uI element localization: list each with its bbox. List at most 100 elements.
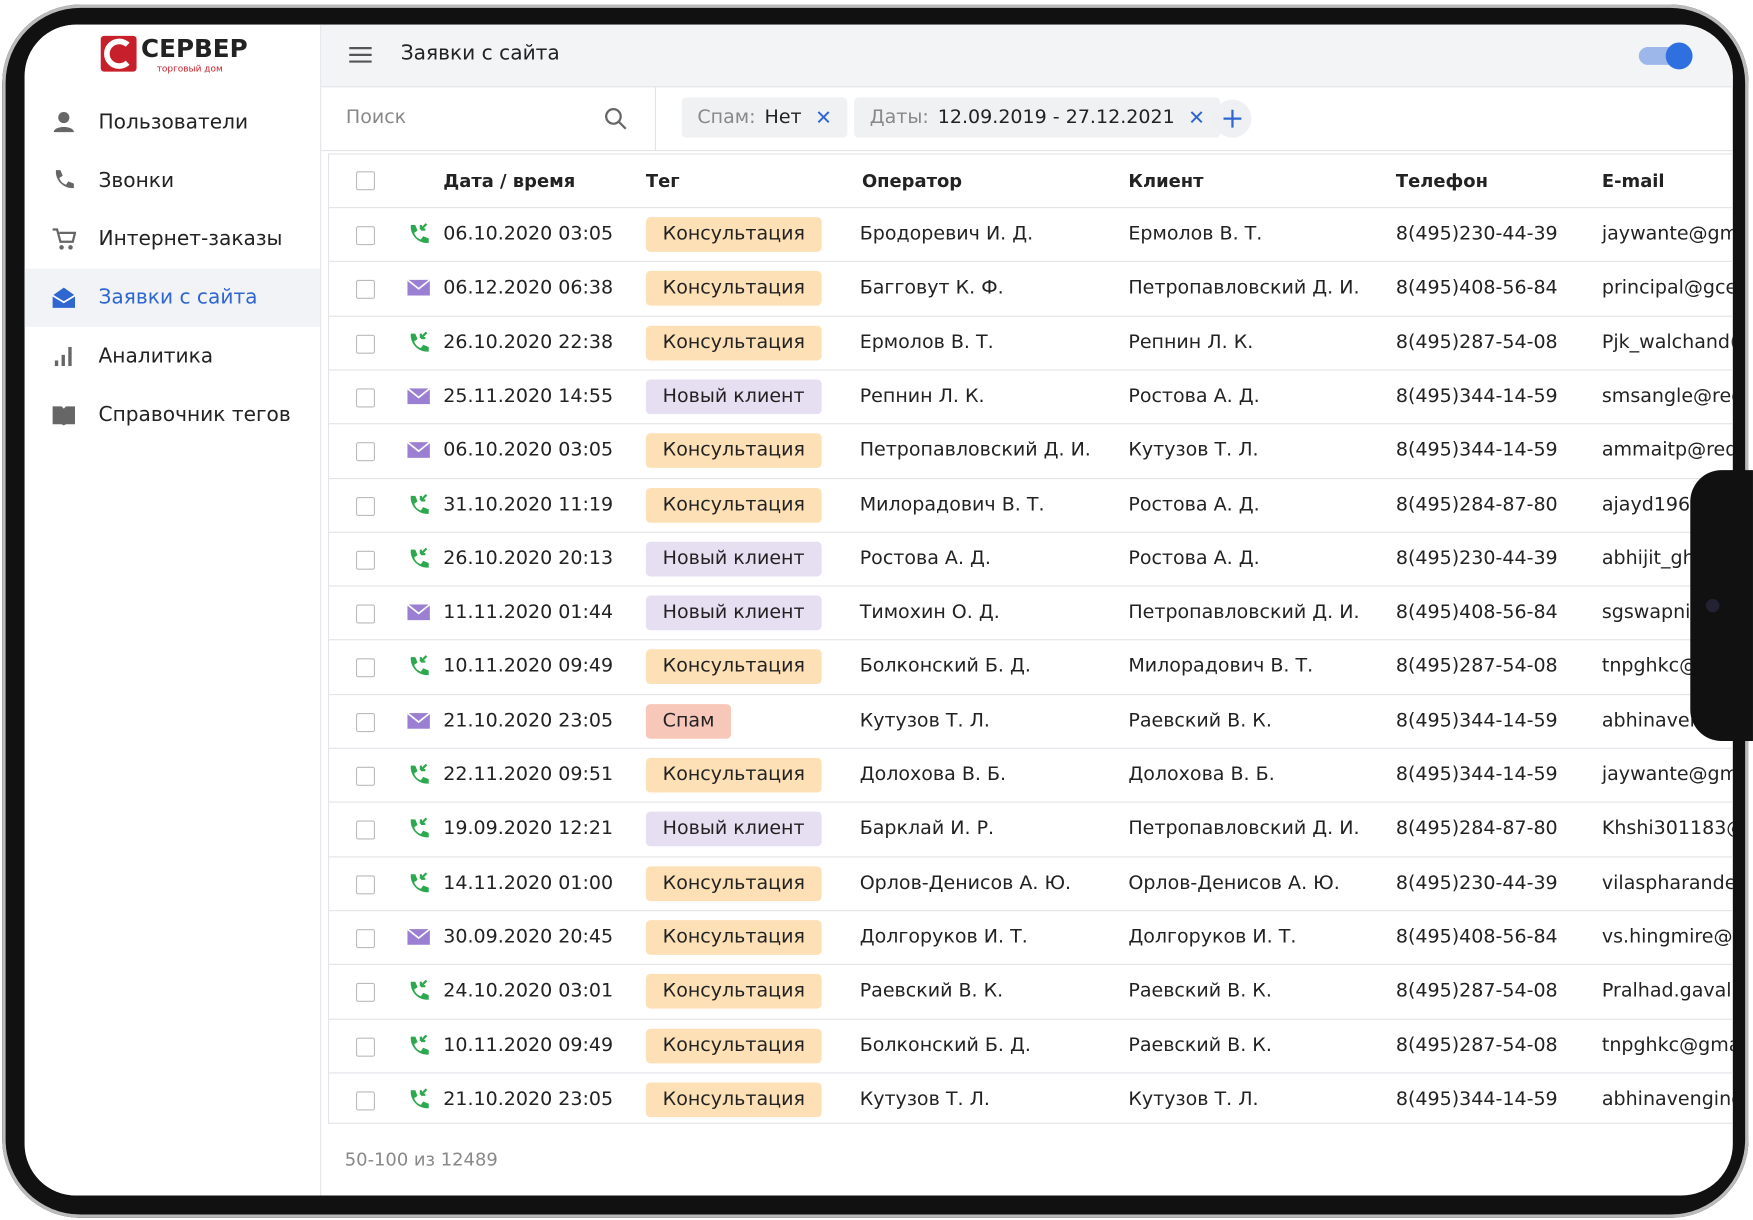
phone: 8(495)408-56-84 xyxy=(1395,925,1558,949)
operator: Бродоревич И. Д. xyxy=(859,222,1034,246)
filter-label: Спам: xyxy=(697,106,756,129)
call-icon xyxy=(410,493,429,514)
operator: Долгоруков И. Т. xyxy=(859,925,1028,949)
client: Раевский В. К. xyxy=(1128,1033,1272,1057)
operator: Кутузов Т. Л. xyxy=(859,1087,990,1111)
operator: Ермолов В. Т. xyxy=(859,330,994,354)
operator: Багговут К. Ф. xyxy=(859,276,1004,300)
nav-label: Аналитика xyxy=(98,344,214,368)
operator: Долохова В. Б. xyxy=(859,763,1007,786)
menu-button[interactable] xyxy=(348,45,373,65)
row-checkbox[interactable] xyxy=(355,874,375,894)
operator: Ростова А. Д. xyxy=(859,547,991,570)
remove-filter[interactable]: ✕ xyxy=(815,105,832,130)
table-row[interactable]: 10.11.2020 09:49 Консультация Болконский Б… xyxy=(329,639,1733,695)
row-checkbox[interactable] xyxy=(355,550,375,570)
table-row[interactable]: 22.11.2020 09:51 Консультация Долохова В. … xyxy=(329,747,1733,803)
date: 10.11.2020 09:49 xyxy=(443,655,614,678)
table-row[interactable]: 11.11.2020 01:44 Новый клиент Тимохин О. Д… xyxy=(329,585,1733,641)
phone: 8(495)408-56-84 xyxy=(1395,601,1558,624)
nav-item[interactable]: Аналитика xyxy=(25,327,321,385)
table-row[interactable]: 25.11.2020 14:55 Новый клиент Репнин Л. К.… xyxy=(329,369,1733,424)
operator: Кутузов Т. Л. xyxy=(859,709,990,732)
table-row[interactable]: 06.10.2020 03:05 Консультация Бродоревич И… xyxy=(329,207,1733,262)
nav-item[interactable]: Интернет-заказы xyxy=(25,210,321,268)
search-input[interactable]: Поиск xyxy=(345,106,407,129)
tag: Консультация xyxy=(645,325,822,360)
row-checkbox[interactable] xyxy=(355,496,375,516)
pagination: 50-100 из 12489 xyxy=(344,1148,498,1170)
nav-item[interactable]: Справочник тегов xyxy=(25,386,321,444)
email: sgswapni xyxy=(1601,601,1691,624)
table-row[interactable]: 31.10.2020 11:19 Консультация Милорадович … xyxy=(329,477,1733,532)
add-filter[interactable] xyxy=(1212,99,1252,139)
filter-chip[interactable]: Спам: Нет ✕ xyxy=(681,97,848,138)
operator: Репнин Л. К. xyxy=(859,384,985,408)
row-checkbox[interactable] xyxy=(355,1091,375,1111)
remove-filter[interactable]: ✕ xyxy=(1188,105,1206,130)
date: 06.12.2020 06:38 xyxy=(443,276,614,300)
client: Петропавловский Д. И. xyxy=(1128,817,1360,840)
client: Кутузов Т. Л. xyxy=(1128,439,1259,462)
operator: Болконский Б. Д. xyxy=(859,1033,1031,1057)
select-all[interactable] xyxy=(355,171,375,191)
mail-icon xyxy=(406,712,431,729)
row-checkbox[interactable] xyxy=(355,226,375,246)
filter-value: 12.09.2019 - 27.12.2021 xyxy=(937,106,1175,129)
table-row[interactable]: 21.10.2020 23:05 Спам Кутузов Т. Л. Раевски… xyxy=(329,693,1733,749)
client: Ростова А. Д. xyxy=(1128,384,1260,408)
row-checkbox[interactable] xyxy=(355,928,375,949)
table-row[interactable]: 19.09.2020 12:21 Новый клиент Барклай И. Р… xyxy=(329,801,1733,857)
email: Khshi301183@ xyxy=(1601,817,1733,840)
filter-chip[interactable]: Даты: 12.09.2019 - 27.12.2021 ✕ xyxy=(854,97,1221,138)
table-row[interactable]: 26.10.2020 20:13 Новый клиент Ростова А. Д… xyxy=(329,531,1733,586)
client: Раевский В. К. xyxy=(1128,709,1272,732)
date: 22.11.2020 09:51 xyxy=(443,763,614,786)
email: vs.hingmire@g xyxy=(1601,925,1733,949)
row-checkbox[interactable] xyxy=(355,604,375,624)
mail-icon xyxy=(406,387,431,404)
date: 06.10.2020 03:05 xyxy=(443,222,614,246)
phone: 8(495)230-44-39 xyxy=(1395,222,1558,246)
date: 26.10.2020 22:38 xyxy=(443,330,614,354)
camera-notch xyxy=(1690,470,1753,742)
phone: 8(495)287-54-08 xyxy=(1395,1033,1558,1057)
row-checkbox[interactable] xyxy=(355,388,375,408)
phone: 8(495)344-14-59 xyxy=(1395,384,1558,408)
row-checkbox[interactable] xyxy=(355,280,375,300)
table-row[interactable]: 26.10.2020 22:38 Консультация Ермолов В. Т… xyxy=(329,315,1733,370)
phone: 8(495)287-54-08 xyxy=(1395,330,1558,354)
filter-value: Нет xyxy=(764,106,802,129)
tag: Новый клиент xyxy=(645,541,822,577)
nav-label: Справочник тегов xyxy=(98,402,291,427)
row-checkbox[interactable] xyxy=(355,712,375,732)
table-row[interactable]: 21.10.2020 23:05 Консультация Кутузов Т. Л… xyxy=(329,1072,1733,1127)
email: Pjk_walchand( xyxy=(1601,330,1733,354)
row-checkbox[interactable] xyxy=(355,442,375,462)
nav-item[interactable]: Заявки с сайта xyxy=(24,268,321,327)
table-row[interactable]: 10.11.2020 09:49 Консультация Болконский Б… xyxy=(329,1018,1733,1073)
row-checkbox[interactable] xyxy=(355,334,375,354)
row-checkbox[interactable] xyxy=(355,1037,375,1057)
nav-item[interactable]: Звонки xyxy=(25,151,321,209)
search-icon[interactable] xyxy=(603,106,628,131)
table-row[interactable]: 24.10.2020 03:01 Консультация Раевский В. … xyxy=(329,964,1733,1019)
column-header: Тег xyxy=(645,170,680,192)
date: 25.11.2020 14:55 xyxy=(443,384,614,408)
nav-item[interactable]: Пользователи xyxy=(25,93,321,151)
toggle[interactable] xyxy=(1637,40,1700,71)
table-row[interactable]: 06.12.2020 06:38 Консультация Багговут К. … xyxy=(329,261,1733,316)
table-row[interactable]: 30.09.2020 20:45 Консультация Долгоруков И… xyxy=(329,909,1733,965)
column-header: Клиент xyxy=(1128,170,1204,192)
table-row[interactable]: 14.11.2020 01:00 Консультация Орлов-Денисо… xyxy=(329,855,1733,911)
phone: 8(495)408-56-84 xyxy=(1395,276,1558,300)
row-checkbox[interactable] xyxy=(355,983,375,1003)
tag: Консультация xyxy=(645,1028,822,1063)
row-checkbox[interactable] xyxy=(355,820,375,840)
row-checkbox[interactable] xyxy=(355,766,375,786)
table-row[interactable]: 06.10.2020 03:05 Консультация Петропавловс… xyxy=(329,423,1733,478)
row-checkbox[interactable] xyxy=(355,658,375,678)
mail-icon xyxy=(406,279,431,296)
date: 14.11.2020 01:00 xyxy=(443,871,614,894)
